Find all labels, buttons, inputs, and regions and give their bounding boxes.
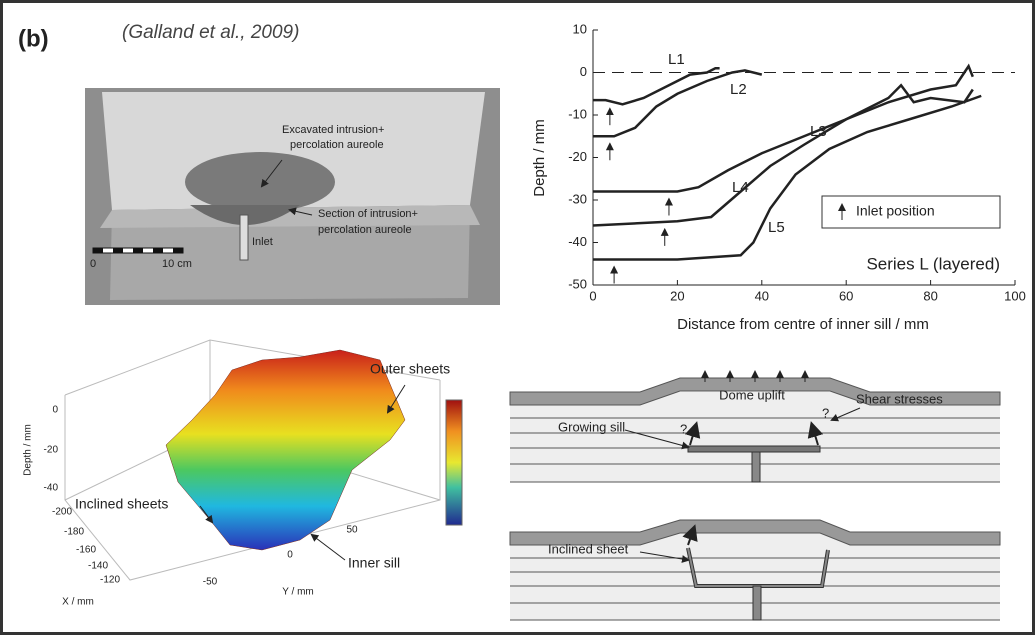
annotation: Outer sheets xyxy=(370,361,450,377)
line xyxy=(593,68,720,104)
x-tick-label: 80 xyxy=(923,288,937,303)
x-tick-label: 40 xyxy=(755,288,769,303)
figure: (b) (Galland et al., 2009) Excavated int… xyxy=(0,0,1035,635)
photo-label: Inlet xyxy=(252,236,273,248)
y-tick-label: -50 xyxy=(568,276,587,291)
y-tick-label: -10 xyxy=(568,106,587,121)
photo xyxy=(85,88,500,305)
z-tick-label: -40 xyxy=(44,483,59,494)
y-tick-label: 50 xyxy=(346,525,358,536)
z-tick-label: -20 xyxy=(44,445,59,456)
panel-label: (b) xyxy=(18,25,49,52)
y-tick-label: 0 xyxy=(287,550,293,561)
x-tick-label: -160 xyxy=(76,545,96,556)
series-label: L5 xyxy=(768,219,785,236)
section-label: ? xyxy=(680,421,687,436)
x-tick-label: 0 xyxy=(589,288,596,303)
surface xyxy=(166,350,405,550)
cross-section xyxy=(510,520,1000,620)
series-label: L2 xyxy=(730,81,747,98)
annotation-arrow xyxy=(312,535,345,560)
photo-label: percolation aureole xyxy=(318,224,412,236)
z-tick-label: 0 xyxy=(52,405,58,416)
y-tick-label: -40 xyxy=(568,234,587,249)
y-tick-label: -20 xyxy=(568,149,587,164)
section-label: Shear stresses xyxy=(856,391,943,406)
line xyxy=(593,66,973,191)
x-tick-label: -120 xyxy=(100,575,120,586)
scale-label: 0 xyxy=(90,258,96,270)
x-tick-label: 20 xyxy=(670,288,684,303)
x-axis-label: X / mm xyxy=(62,597,94,608)
photo-label: Section of intrusion+ xyxy=(318,208,418,220)
colorbar xyxy=(446,400,462,525)
series-label: L4 xyxy=(732,179,749,196)
photo-label: Excavated intrusion+ xyxy=(282,124,384,136)
x-tick-label: 60 xyxy=(839,288,853,303)
section-label: Growing sill xyxy=(558,419,625,434)
series-label: L1 xyxy=(668,51,685,68)
annotation: Inclined sheets xyxy=(75,496,168,512)
z-axis-label: Depth / mm xyxy=(23,424,34,476)
y-tick-label: -30 xyxy=(568,191,587,206)
y-tick-label: 0 xyxy=(580,64,587,79)
x-tick-label: -140 xyxy=(88,561,108,572)
section-label: Dome uplift xyxy=(719,387,785,402)
section-label: ? xyxy=(822,405,829,420)
x-tick-label: -200 xyxy=(52,507,72,518)
section-label: Inclined sheet xyxy=(548,541,629,556)
annotation: Inner sill xyxy=(348,555,400,571)
x-axis-title: Distance from centre of inner sill / mm xyxy=(677,316,929,333)
legend-label: Inlet position xyxy=(856,203,935,219)
citation: (Galland et al., 2009) xyxy=(122,22,299,43)
x-tick-label: -180 xyxy=(64,527,84,538)
y-axis-title: Depth / mm xyxy=(531,119,548,197)
y-tick-label: 10 xyxy=(573,21,587,36)
y-tick-label: -50 xyxy=(203,577,218,588)
chart-annotation: Series L (layered) xyxy=(866,254,1000,273)
photo-label: percolation aureole xyxy=(290,139,384,151)
x-tick-label: 100 xyxy=(1004,288,1026,303)
scale-label: 10 cm xyxy=(162,258,192,270)
y-axis-label: Y / mm xyxy=(282,587,313,598)
line xyxy=(593,96,981,260)
